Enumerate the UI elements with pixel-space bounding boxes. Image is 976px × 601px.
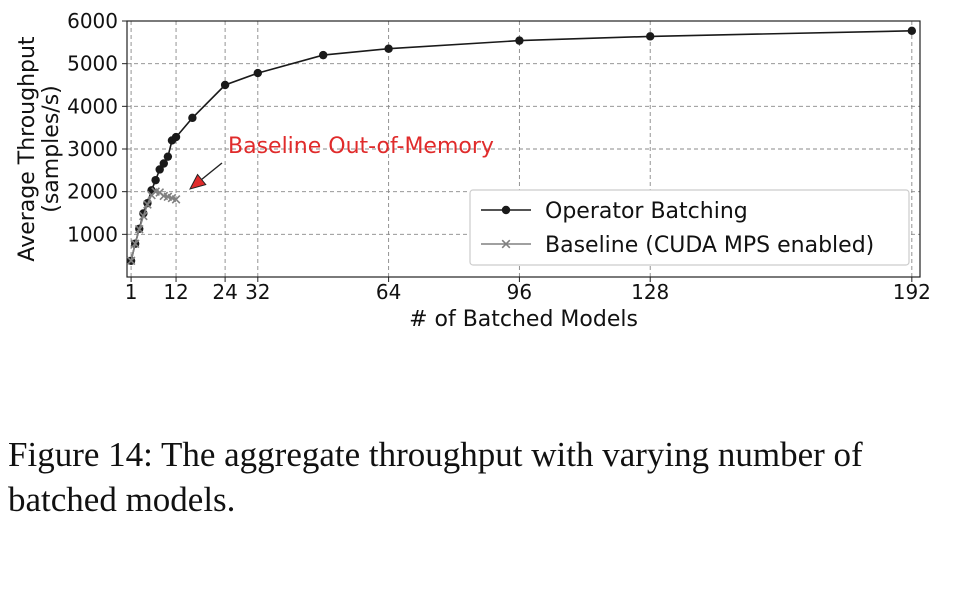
x-tick-label: 12: [163, 280, 188, 304]
data-point-stroke: [134, 224, 144, 234]
data-point-stroke: [163, 192, 173, 202]
x-axis-label: # of Batched Models: [409, 307, 638, 332]
data-point-stroke: [171, 194, 181, 204]
y-tick-label: 1000: [67, 222, 118, 246]
data-point-stroke: [167, 193, 177, 203]
data-point: [155, 165, 164, 174]
x-tick-label: 24: [212, 280, 237, 304]
series-group: [126, 187, 181, 266]
legend-label: Baseline (CUDA MPS enabled): [545, 233, 874, 258]
x-tick-label: 192: [893, 280, 931, 304]
y-axis-label: Average Throughput: [15, 36, 40, 261]
data-point: [646, 32, 655, 41]
data-point: [151, 175, 160, 185]
data-point-stroke: [130, 239, 140, 249]
y-tick-label: 6000: [67, 9, 118, 33]
data-point: [134, 224, 144, 234]
data-point-stroke: [159, 191, 169, 201]
y-tick-label: 4000: [67, 94, 118, 118]
legend-item: Operator Batching: [481, 199, 748, 224]
data-point: [130, 239, 140, 249]
throughput-chart: 1 12 24 32 64 96 128 192 1000 2000 3000 4000 5000 600…: [15, 9, 931, 332]
x-tick-label: 128: [631, 280, 669, 304]
legend-box: [469, 189, 910, 266]
data-point: [384, 44, 393, 53]
axis-ticks: 1 12 24 32 64 96 128 192 1000 2000 3000 4000 5000 600…: [67, 9, 931, 304]
x-tick-label: 64: [376, 280, 401, 304]
data-point: [138, 211, 148, 221]
data-point: [159, 159, 168, 168]
chart-area: 1 12 24 32 64 96 128 192 1000 2000 3000 4000 5000 600…: [15, 9, 931, 332]
data-point: [253, 68, 263, 78]
data-point: [171, 194, 181, 204]
data-point: [188, 113, 197, 123]
x-tick-label: 32: [245, 280, 270, 304]
data-point: [515, 36, 524, 45]
data-point: [171, 132, 181, 142]
data-point: [501, 205, 511, 215]
data-point: [126, 256, 136, 266]
y-tick-label: 3000: [67, 137, 118, 161]
y-tick-label: 5000: [67, 52, 118, 76]
figure-caption: Figure 14: The aggregate throughput with…: [8, 435, 863, 519]
data-point-stroke: [151, 187, 160, 197]
legend-item: Baseline (CUDA MPS enabled): [481, 233, 874, 258]
data-point: [220, 80, 230, 90]
data-point: [319, 50, 328, 60]
series: [126, 26, 917, 266]
x-tick-label: 96: [507, 280, 532, 304]
data-point-stroke: [138, 211, 148, 221]
data-point: [501, 239, 511, 249]
annotation-text: Baseline Out-of-Memory: [228, 134, 494, 159]
data-point: [163, 152, 173, 161]
data-point: [907, 26, 917, 36]
data-point-stroke: [126, 256, 136, 266]
y-axis-label-unit: (samples/s): [39, 85, 64, 213]
annotation-arrow-head: [189, 173, 207, 190]
legend: Operator Batching Baseline (CUDA MPS enab…: [469, 189, 910, 266]
legend-label: Operator Batching: [545, 199, 748, 224]
oom-annotation: Baseline Out-of-Memory: [189, 134, 494, 190]
data-point: [143, 200, 152, 209]
y-tick-label: 2000: [67, 180, 118, 204]
data-point-stroke: [143, 200, 152, 209]
x-tick-label: 1: [125, 280, 138, 304]
data-point-stroke: [501, 239, 511, 249]
